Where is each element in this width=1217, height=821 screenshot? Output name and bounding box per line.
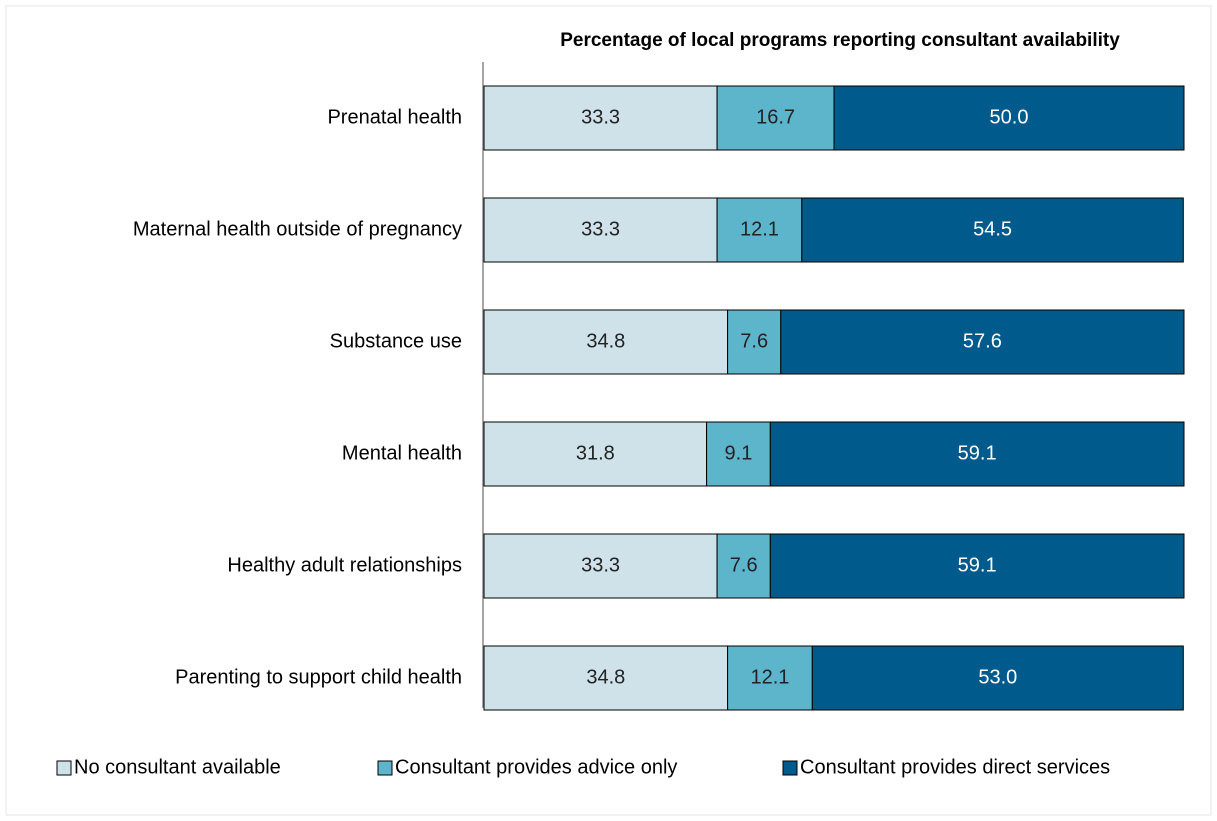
bar-segment: [483, 533, 718, 599]
bar-segment: [780, 309, 1185, 375]
data-label: 34.8: [586, 666, 625, 688]
legend-swatch: [782, 760, 798, 776]
data-label: 7.6: [730, 554, 758, 576]
data-label: 59.1: [958, 554, 997, 576]
data-label: 33.3: [581, 554, 620, 576]
y-tick-label: Prenatal health: [327, 106, 462, 128]
bar-segment: [811, 645, 1184, 711]
data-label: 57.6: [963, 330, 1002, 352]
data-label: 50.0: [990, 106, 1029, 128]
bar-segment: [483, 309, 729, 375]
bar-segment: [769, 421, 1185, 487]
data-label: 7.6: [740, 330, 768, 352]
frame: [5, 5, 1212, 816]
bar-segment: [769, 533, 1185, 599]
bar-segment: [716, 533, 771, 599]
y-tick-label: Parenting to support child health: [175, 666, 462, 688]
data-label: 9.1: [725, 442, 753, 464]
bar-segment: [706, 421, 771, 487]
data-label: 16.7: [756, 106, 795, 128]
y-tick-label: Mental health: [342, 442, 462, 464]
chart-title: Percentage of local programs reporting c…: [560, 30, 1120, 51]
y-tick-label: Healthy adult relationships: [227, 554, 462, 576]
data-label: 53.0: [978, 666, 1017, 688]
data-label: 33.3: [581, 218, 620, 240]
data-label: 12.1: [750, 666, 789, 688]
data-label: 34.8: [586, 330, 625, 352]
y-tick-label: Substance use: [330, 330, 462, 352]
bar-segment: [483, 197, 718, 263]
data-label: 33.3: [581, 106, 620, 128]
legend-label: Consultant provides advice only: [395, 756, 677, 778]
y-tick-label: Maternal health outside of pregnancy: [133, 218, 462, 240]
legend-swatch: [56, 760, 72, 776]
bar-segment: [716, 197, 803, 263]
data-label: 54.5: [973, 218, 1012, 240]
bar-segment: [727, 309, 782, 375]
bar-segment: [483, 85, 718, 151]
bar-segment: [801, 197, 1184, 263]
legend-label: No consultant available: [74, 756, 281, 778]
bar-segment: [483, 645, 729, 711]
data-label: 31.8: [576, 442, 615, 464]
data-label: 12.1: [740, 218, 779, 240]
bar-segment: [833, 85, 1185, 151]
legend-swatch: [377, 760, 393, 776]
bar-segment: [727, 645, 813, 711]
data-label: 59.1: [958, 442, 997, 464]
legend-label: Consultant provides direct services: [800, 756, 1110, 778]
